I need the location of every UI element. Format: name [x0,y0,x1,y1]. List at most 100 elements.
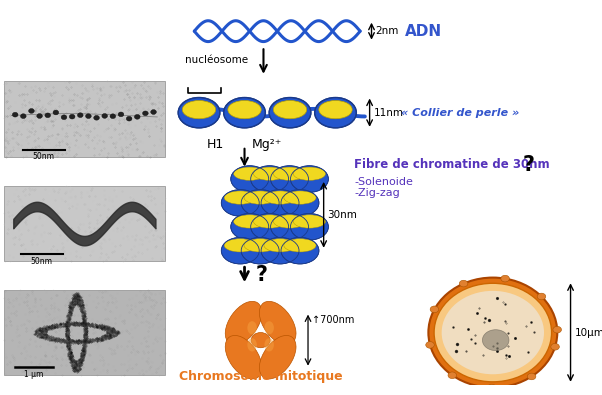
Bar [4,81,165,157]
Ellipse shape [551,344,559,350]
Ellipse shape [224,98,265,128]
Text: -Zig-zag: -Zig-zag [354,188,400,198]
Ellipse shape [261,190,299,216]
Ellipse shape [118,112,124,117]
Ellipse shape [488,384,496,391]
Ellipse shape [270,214,308,240]
Ellipse shape [222,237,259,264]
Ellipse shape [426,342,434,348]
Ellipse shape [94,115,99,120]
Bar [4,290,165,375]
Ellipse shape [228,101,261,119]
Ellipse shape [225,335,262,379]
Ellipse shape [284,239,316,252]
Ellipse shape [126,116,132,121]
Ellipse shape [143,111,148,116]
Ellipse shape [53,110,59,115]
Ellipse shape [222,190,259,216]
Ellipse shape [281,237,319,264]
Text: 11nm: 11nm [373,108,403,118]
Text: 10μm: 10μm [574,327,602,338]
Ellipse shape [20,114,26,118]
Ellipse shape [250,166,288,192]
Ellipse shape [281,190,319,216]
Ellipse shape [234,215,266,228]
Ellipse shape [12,112,18,117]
Ellipse shape [45,113,51,118]
Ellipse shape [527,373,536,380]
Ellipse shape [270,166,308,192]
Ellipse shape [247,338,257,352]
Ellipse shape [459,280,468,287]
Ellipse shape [250,214,288,240]
Text: ADN: ADN [405,24,442,39]
Ellipse shape [78,113,83,118]
Ellipse shape [61,115,67,120]
Ellipse shape [293,167,326,181]
Ellipse shape [182,101,216,119]
Ellipse shape [110,114,116,118]
Ellipse shape [429,278,557,387]
Ellipse shape [178,98,220,128]
Text: Chromosome mitotique: Chromosome mitotique [179,370,343,383]
Ellipse shape [537,293,546,300]
Ellipse shape [253,215,286,228]
Ellipse shape [430,306,439,312]
Text: 1 μm: 1 μm [25,369,44,378]
Ellipse shape [69,114,75,119]
Ellipse shape [85,114,92,118]
Ellipse shape [225,301,262,345]
Ellipse shape [37,114,42,118]
Ellipse shape [244,191,276,204]
Ellipse shape [224,239,256,252]
Text: -Solenoide: -Solenoide [354,177,413,187]
Text: 50nm: 50nm [31,257,53,266]
Ellipse shape [29,109,34,113]
Text: « Collier de perle »: « Collier de perle » [401,108,519,118]
Ellipse shape [224,191,256,204]
Text: ?: ? [523,155,535,175]
Ellipse shape [273,215,306,228]
Ellipse shape [134,115,140,119]
Text: Mg²⁺: Mg²⁺ [252,138,282,151]
Ellipse shape [244,239,276,252]
Ellipse shape [315,98,356,128]
Ellipse shape [291,214,329,240]
Ellipse shape [434,283,551,382]
Ellipse shape [501,275,509,282]
Ellipse shape [259,301,296,345]
Ellipse shape [102,113,108,118]
Ellipse shape [253,167,286,181]
Ellipse shape [150,110,157,115]
Ellipse shape [251,333,270,348]
Ellipse shape [234,167,266,181]
Ellipse shape [291,166,329,192]
Ellipse shape [553,326,562,333]
Ellipse shape [293,215,326,228]
Ellipse shape [231,214,268,240]
Ellipse shape [273,167,306,181]
Ellipse shape [231,166,268,192]
Text: 50nm: 50nm [33,152,55,162]
Ellipse shape [264,321,274,335]
Ellipse shape [269,98,311,128]
Text: 30nm: 30nm [327,210,358,220]
Ellipse shape [241,190,279,216]
Ellipse shape [264,338,274,352]
Ellipse shape [261,237,299,264]
Bar [4,186,165,261]
Ellipse shape [442,291,544,374]
Ellipse shape [264,191,296,204]
Text: nucléosome: nucléosome [185,55,248,65]
Text: ?: ? [256,265,268,285]
Ellipse shape [241,237,279,264]
Ellipse shape [448,372,456,378]
Ellipse shape [259,335,296,379]
Ellipse shape [284,191,316,204]
Ellipse shape [482,330,509,351]
Text: ↑700nm: ↑700nm [312,314,354,325]
Text: H1: H1 [206,138,224,151]
Ellipse shape [319,101,352,119]
Text: Fibre de chromatine de 30nm: Fibre de chromatine de 30nm [354,158,550,171]
Ellipse shape [273,101,306,119]
